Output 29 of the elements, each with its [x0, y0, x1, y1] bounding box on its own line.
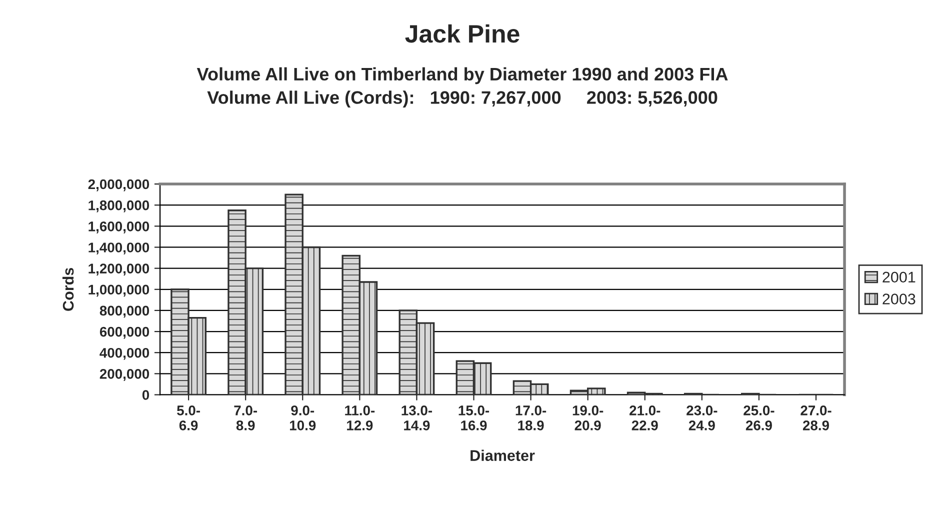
legend-label: 2003 [882, 294, 916, 304]
y-tick-label: 800,000 [100, 306, 150, 318]
y-tick-label: 1,000,000 [88, 284, 150, 297]
y-tick-label: 400,000 [100, 348, 150, 360]
x-tick-label: 27.0- 28.9 [800, 406, 832, 430]
y-tick-label: 2,000,000 [88, 179, 150, 192]
y-tick-label: 600,000 [100, 326, 150, 339]
x-tick-label: 21.0- 22.9 [630, 406, 660, 430]
x-tick-label: 25.0- 26.9 [744, 406, 774, 430]
x-tick-label: 5.0- 6.9 [177, 406, 200, 430]
x-tick-label: 13.0- 14.9 [402, 406, 432, 430]
y-tick-label: 1,800,000 [88, 200, 150, 212]
x-tick-label: 17.0- 18.9 [516, 406, 546, 430]
x-tick-label: 19.0- 20.9 [572, 406, 604, 430]
x-tick-label: 23.0- 24.9 [686, 406, 718, 430]
y-axis-title: Cords [62, 268, 74, 311]
x-tick-label: 9.0- 10.9 [290, 406, 316, 430]
x-axis-title: Diameter [470, 450, 535, 461]
y-tick-label: 1,400,000 [88, 242, 150, 254]
y-tick-label: 200,000 [100, 369, 150, 381]
y-tick-label: 0 [142, 390, 150, 400]
y-tick-label: 1,200,000 [88, 264, 150, 276]
x-tick-label: 11.0- 12.9 [345, 406, 375, 430]
chart-title: Jack Pine [405, 24, 520, 43]
y-tick-label: 1,600,000 [88, 221, 150, 234]
legend-label: 2001 [882, 272, 916, 283]
chart-subtitle: Volume All Live on Timberland by Diameter 1990 and 2003 FIA Volume All Live (Cords): 1990: 7,267,000 2003: 5,526,000 [196, 67, 728, 108]
x-tick-label: 15.0- 16.9 [458, 406, 490, 430]
x-tick-label: 7.0- 8.9 [234, 406, 257, 430]
